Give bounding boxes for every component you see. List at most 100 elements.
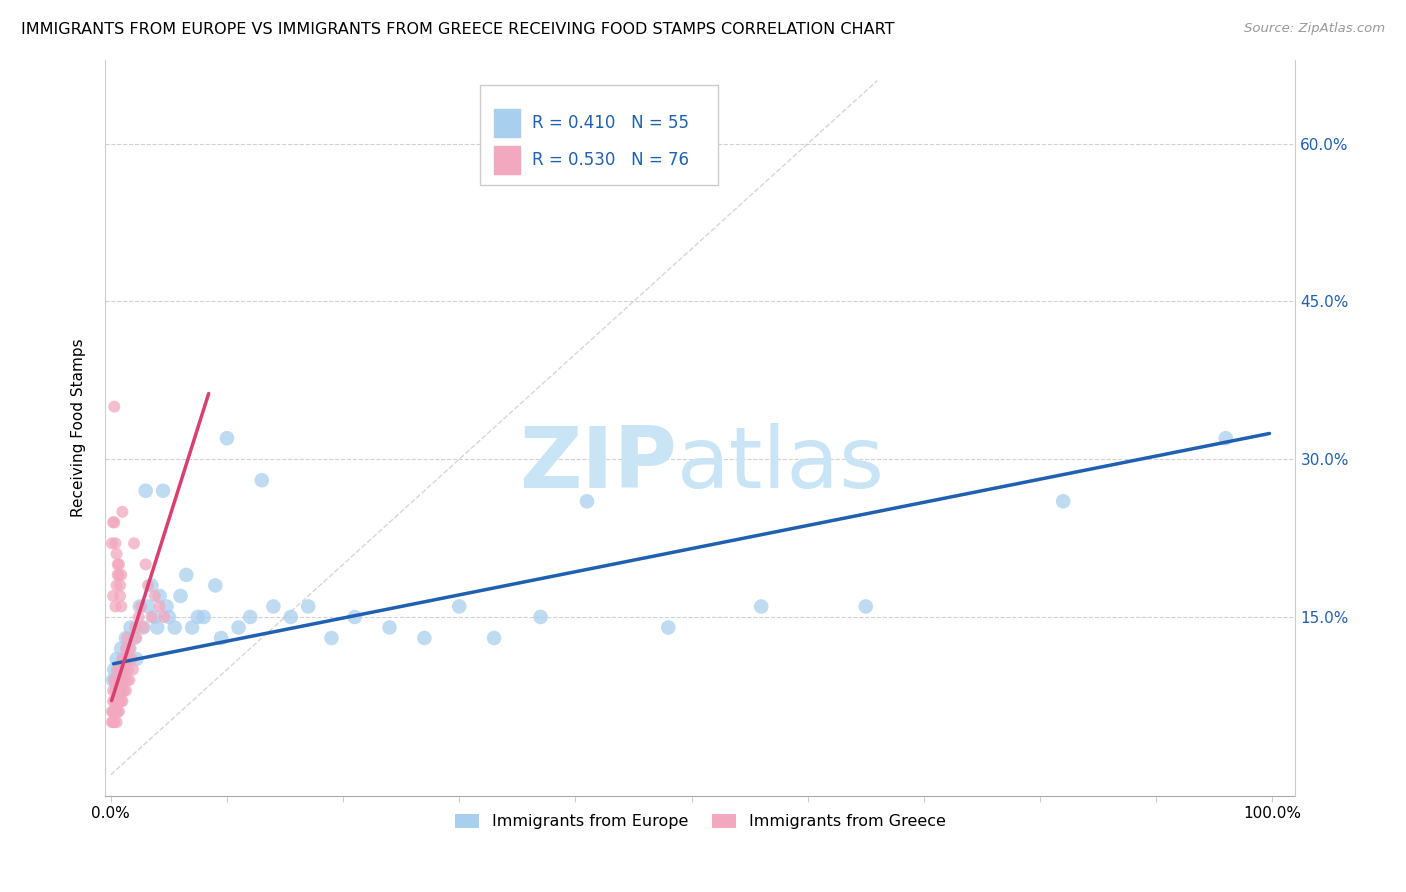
Point bbox=[101, 536, 124, 550]
Bar bbox=[495, 109, 520, 137]
Point bbox=[215, 431, 238, 445]
Point bbox=[111, 505, 134, 519]
Point bbox=[111, 683, 134, 698]
Y-axis label: Receiving Food Stamps: Receiving Food Stamps bbox=[72, 338, 86, 517]
Point bbox=[107, 568, 129, 582]
Point bbox=[143, 589, 166, 603]
Point bbox=[297, 599, 319, 614]
Point bbox=[108, 683, 131, 698]
Point bbox=[101, 705, 124, 719]
Point bbox=[1052, 494, 1074, 508]
Point bbox=[117, 652, 139, 666]
Point bbox=[103, 516, 125, 530]
Point bbox=[115, 631, 138, 645]
Point bbox=[120, 620, 142, 634]
Point bbox=[749, 599, 772, 614]
Point bbox=[250, 473, 273, 487]
Point bbox=[128, 599, 150, 614]
Point bbox=[657, 620, 679, 634]
Point bbox=[108, 673, 131, 687]
Point bbox=[122, 536, 145, 550]
Text: atlas: atlas bbox=[676, 423, 884, 506]
Point bbox=[132, 620, 155, 634]
Point bbox=[111, 673, 134, 687]
Point bbox=[111, 652, 134, 666]
Point bbox=[141, 578, 163, 592]
Point bbox=[121, 663, 143, 677]
Point bbox=[122, 631, 145, 645]
Text: R = 0.410   N = 55: R = 0.410 N = 55 bbox=[533, 114, 689, 132]
Point bbox=[111, 694, 134, 708]
Point bbox=[124, 620, 146, 634]
Point bbox=[136, 599, 159, 614]
Point bbox=[108, 558, 131, 572]
Point bbox=[104, 536, 127, 550]
Point bbox=[112, 683, 135, 698]
Point bbox=[110, 694, 132, 708]
Point bbox=[114, 663, 136, 677]
Point bbox=[103, 663, 125, 677]
Point bbox=[101, 516, 124, 530]
Point bbox=[115, 631, 138, 645]
Point bbox=[107, 558, 129, 572]
Point bbox=[101, 705, 124, 719]
Text: R = 0.530   N = 76: R = 0.530 N = 76 bbox=[533, 151, 689, 169]
Point bbox=[101, 715, 124, 730]
Point bbox=[228, 620, 250, 634]
Text: IMMIGRANTS FROM EUROPE VS IMMIGRANTS FROM GREECE RECEIVING FOOD STAMPS CORRELATI: IMMIGRANTS FROM EUROPE VS IMMIGRANTS FRO… bbox=[21, 22, 894, 37]
Point bbox=[108, 589, 131, 603]
Point bbox=[101, 589, 124, 603]
Point bbox=[107, 705, 129, 719]
Point bbox=[108, 694, 131, 708]
Legend: Immigrants from Europe, Immigrants from Greece: Immigrants from Europe, Immigrants from … bbox=[449, 807, 952, 836]
Point bbox=[343, 610, 366, 624]
Point bbox=[132, 620, 155, 634]
Point bbox=[153, 610, 176, 624]
Point bbox=[118, 673, 141, 687]
Point bbox=[105, 705, 128, 719]
Point bbox=[143, 610, 166, 624]
Point bbox=[112, 652, 135, 666]
Point bbox=[104, 705, 127, 719]
Point bbox=[103, 705, 125, 719]
Point bbox=[120, 641, 142, 656]
Point bbox=[107, 694, 129, 708]
Point bbox=[148, 599, 170, 614]
Point bbox=[128, 610, 150, 624]
Point bbox=[103, 715, 125, 730]
Point bbox=[141, 610, 163, 624]
Point bbox=[101, 715, 124, 730]
Point bbox=[280, 610, 302, 624]
Point bbox=[108, 694, 131, 708]
Point bbox=[104, 673, 127, 687]
Point bbox=[103, 673, 125, 687]
Point bbox=[855, 599, 877, 614]
Text: Source: ZipAtlas.com: Source: ZipAtlas.com bbox=[1244, 22, 1385, 36]
FancyBboxPatch shape bbox=[479, 86, 718, 185]
Point bbox=[108, 578, 131, 592]
Point bbox=[378, 620, 401, 634]
Point bbox=[105, 694, 128, 708]
Point bbox=[121, 652, 143, 666]
Point bbox=[105, 715, 128, 730]
Point bbox=[239, 610, 262, 624]
Point bbox=[114, 673, 136, 687]
Point bbox=[187, 610, 209, 624]
Point bbox=[115, 673, 138, 687]
Point bbox=[112, 663, 135, 677]
Point bbox=[1215, 431, 1237, 445]
Point bbox=[129, 599, 152, 614]
Point bbox=[107, 663, 129, 677]
Point bbox=[482, 631, 505, 645]
Point bbox=[108, 568, 131, 582]
Point bbox=[575, 494, 598, 508]
Point bbox=[155, 599, 177, 614]
Point bbox=[110, 683, 132, 698]
Point bbox=[125, 631, 148, 645]
Point bbox=[103, 400, 125, 414]
Point bbox=[115, 683, 138, 698]
Point bbox=[449, 599, 471, 614]
Point bbox=[135, 558, 157, 572]
Point bbox=[115, 641, 138, 656]
Point bbox=[101, 683, 124, 698]
